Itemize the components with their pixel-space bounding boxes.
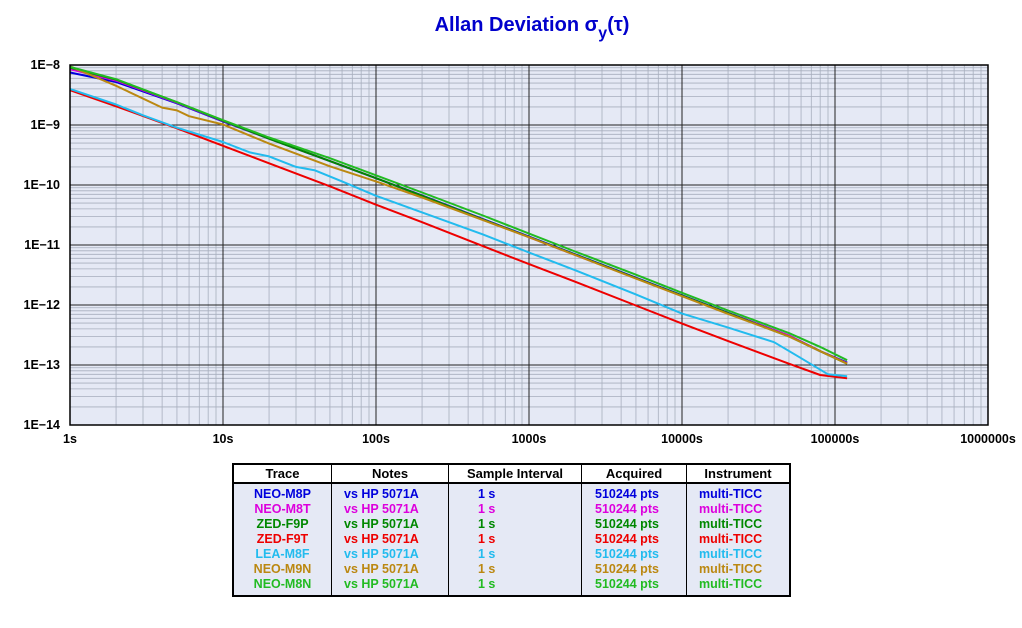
y-tick-label: 1E−10 bbox=[24, 178, 61, 192]
legend-acquired: 510244 pts bbox=[581, 517, 687, 532]
x-tick-label: 1000000s bbox=[960, 432, 1016, 446]
x-tick-label: 1s bbox=[63, 432, 77, 446]
legend-trace: NEO-M8T bbox=[232, 502, 332, 517]
header-acquired: Acquired bbox=[581, 463, 687, 484]
legend-instrument: multi-TICC bbox=[686, 577, 791, 596]
series-line-lea-m8f bbox=[69, 87, 848, 378]
legend-acquired: 510244 pts bbox=[581, 547, 687, 562]
legend-trace: ZED-F9P bbox=[232, 517, 332, 532]
legend-acquired: 510244 pts bbox=[581, 483, 687, 502]
legend-notes: vs HP 5071A bbox=[331, 502, 449, 517]
y-tick-label: 1E−11 bbox=[24, 238, 60, 252]
legend-notes: vs HP 5071A bbox=[331, 532, 449, 547]
x-tick-labels: 1s 10s 100s 1000s 10000s 100000s 1000000s bbox=[63, 432, 1016, 446]
x-tick-label: 1000s bbox=[512, 432, 547, 446]
legend-row: ZED-F9T vs HP 5071A 1 s 510244 pts multi-TIC… bbox=[232, 532, 791, 547]
x-tick-label: 100000s bbox=[811, 432, 860, 446]
header-trace: Trace bbox=[232, 463, 332, 484]
legend-instrument: multi-TICC bbox=[686, 547, 791, 562]
legend-instrument: multi-TICC bbox=[686, 532, 791, 547]
chart-title-subscript: y bbox=[598, 25, 608, 42]
legend-instrument: multi-TICC bbox=[686, 483, 791, 502]
legend-row: ZED-F9P vs HP 5071A 1 s 510244 pts multi-TIC… bbox=[232, 517, 791, 532]
legend-trace: ZED-F9T bbox=[232, 532, 332, 547]
x-tick-label: 100s bbox=[362, 432, 390, 446]
y-tick-label: 1E−14 bbox=[24, 418, 61, 432]
legend-notes: vs HP 5071A bbox=[331, 562, 449, 577]
chart-title: Allan Deviation σy(τ) bbox=[0, 14, 1022, 42]
legend-row: NEO-M8N vs HP 5071A 1 s 510244 pts multi-TIC… bbox=[232, 577, 791, 596]
legend-trace: NEO-M8N bbox=[232, 577, 332, 596]
legend-interval: 1 s bbox=[448, 547, 582, 562]
legend-interval: 1 s bbox=[448, 502, 582, 517]
legend-interval: 1 s bbox=[448, 483, 582, 502]
legend-body: NEO-M8P vs HP 5071A 1 s 510244 pts multi-TIC… bbox=[232, 483, 791, 596]
legend-instrument: multi-TICC bbox=[686, 517, 791, 532]
legend-notes: vs HP 5071A bbox=[331, 577, 449, 596]
legend-interval: 1 s bbox=[448, 577, 582, 596]
chart-title-main: Allan Deviation σ bbox=[434, 14, 599, 36]
y-tick-label: 1E−8 bbox=[30, 58, 60, 72]
y-tick-labels: 1E−8 1E−9 1E−10 1E−11 1E−12 1E−13 1E−14 bbox=[24, 58, 61, 432]
chart-title-tail: (τ) bbox=[607, 14, 630, 36]
legend-notes: vs HP 5071A bbox=[331, 547, 449, 562]
legend-acquired: 510244 pts bbox=[581, 577, 687, 596]
y-tick-label: 1E−12 bbox=[24, 298, 61, 312]
series-line-zed-f9t bbox=[69, 89, 848, 380]
series-line-neo-m8n bbox=[69, 65, 848, 362]
legend-interval: 1 s bbox=[448, 517, 582, 532]
legend-row: NEO-M9N vs HP 5071A 1 s 510244 pts multi-TIC… bbox=[232, 562, 791, 577]
series-line-neo-m9n bbox=[69, 65, 848, 365]
legend-instrument: multi-TICC bbox=[686, 562, 791, 577]
x-tick-label: 10000s bbox=[661, 432, 703, 446]
legend-row: LEA-M8F vs HP 5071A 1 s 510244 pts multi-TIC… bbox=[232, 547, 791, 562]
y-tick-label: 1E−13 bbox=[24, 358, 61, 372]
legend-interval: 1 s bbox=[448, 562, 582, 577]
x-tick-label: 10s bbox=[213, 432, 234, 446]
legend-trace: LEA-M8F bbox=[232, 547, 332, 562]
legend-acquired: 510244 pts bbox=[581, 562, 687, 577]
legend-acquired: 510244 pts bbox=[581, 502, 687, 517]
legend-notes: vs HP 5071A bbox=[331, 483, 449, 502]
series-layer bbox=[69, 65, 848, 380]
header-notes: Notes bbox=[331, 463, 449, 484]
legend-interval: 1 s bbox=[448, 532, 582, 547]
legend-acquired: 510244 pts bbox=[581, 532, 687, 547]
legend-notes: vs HP 5071A bbox=[331, 517, 449, 532]
legend-header-row: Trace Notes Sample Interval Acquired Ins… bbox=[232, 463, 791, 484]
legend-row: NEO-M8T vs HP 5071A 1 s 510244 pts multi-TIC… bbox=[232, 502, 791, 517]
y-tick-label: 1E−9 bbox=[30, 118, 60, 132]
legend-row: NEO-M8P vs HP 5071A 1 s 510244 pts multi-TIC… bbox=[232, 483, 791, 502]
legend-trace: NEO-M8P bbox=[232, 483, 332, 502]
header-sample-interval: Sample Interval bbox=[448, 463, 582, 484]
legend-table: Trace Notes Sample Interval Acquired Ins… bbox=[232, 463, 791, 597]
legend-trace: NEO-M9N bbox=[232, 562, 332, 577]
plot-frame bbox=[69, 64, 989, 426]
legend-instrument: multi-TICC bbox=[686, 502, 791, 517]
allan-deviation-plot: 1s 10s 100s 1000s 10000s 100000s 1000000s 1E−8… bbox=[24, 58, 1016, 446]
header-instrument: Instrument bbox=[686, 463, 791, 484]
